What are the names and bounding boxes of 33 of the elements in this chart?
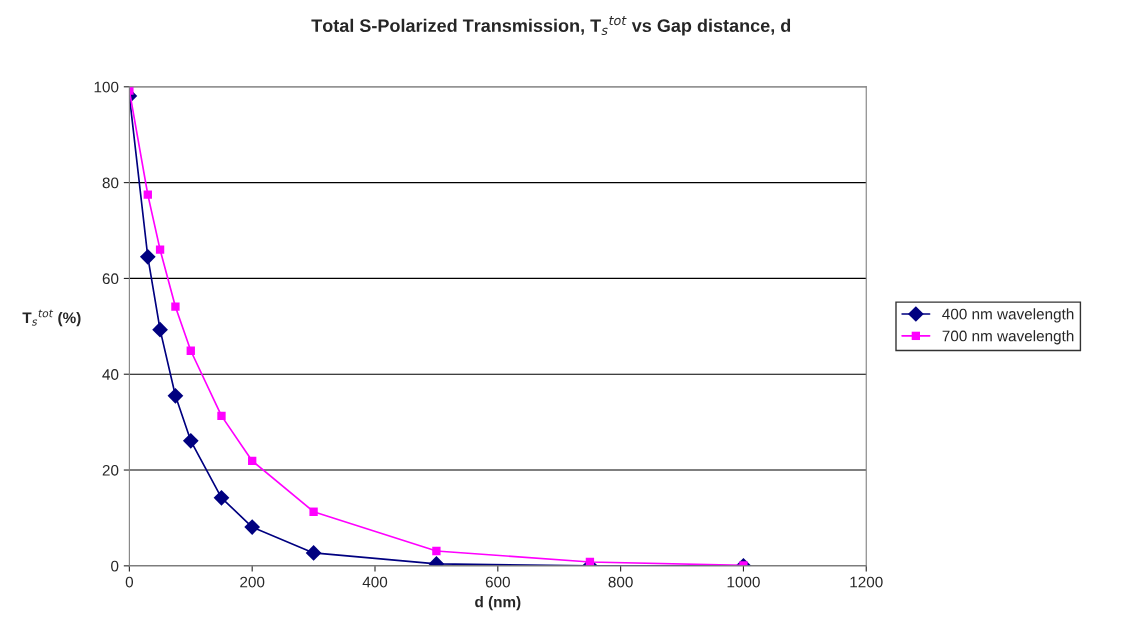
point: [309, 507, 318, 516]
point: [171, 302, 180, 311]
x-tick-label: 1200: [850, 576, 883, 588]
x-tick-label: 600: [485, 576, 510, 588]
point: [217, 411, 226, 421]
point: [432, 546, 441, 556]
x-axis-title: d (nm): [475, 596, 521, 611]
point: [244, 519, 261, 535]
point: [305, 545, 322, 561]
point: [186, 346, 195, 355]
y-tick-label: 40: [102, 369, 119, 380]
chart-title: Total S-Polarized Transmission, T$_{s}$$^{tot}$ vs Gap distance, d: [311, 16, 791, 36]
point: [152, 321, 168, 338]
y-tick-label: 100: [94, 81, 119, 93]
legend-label: 400 nm wavelength: [942, 308, 1074, 323]
point: [139, 249, 156, 265]
legend-label: 700 nm wavelength: [942, 330, 1074, 345]
y-tick-label: 20: [102, 464, 119, 476]
x-tick-label: 400: [362, 576, 388, 588]
point: [155, 245, 165, 254]
x-tick-label: 0: [125, 576, 134, 588]
y-tick-label: 60: [102, 273, 119, 285]
y-tick-label: 0: [111, 560, 119, 572]
x-tick-label: 1000: [727, 576, 760, 588]
point: [182, 432, 199, 449]
y-axis-title: T$_{s}$$^{tot}$ (%): [22, 309, 81, 327]
x-tick-label: 800: [608, 576, 633, 588]
x-tick-label: 200: [240, 576, 265, 588]
point: [143, 190, 152, 199]
y-tick-label: 80: [102, 177, 119, 189]
point: [167, 387, 184, 404]
point: [213, 489, 230, 506]
point: [248, 456, 257, 466]
